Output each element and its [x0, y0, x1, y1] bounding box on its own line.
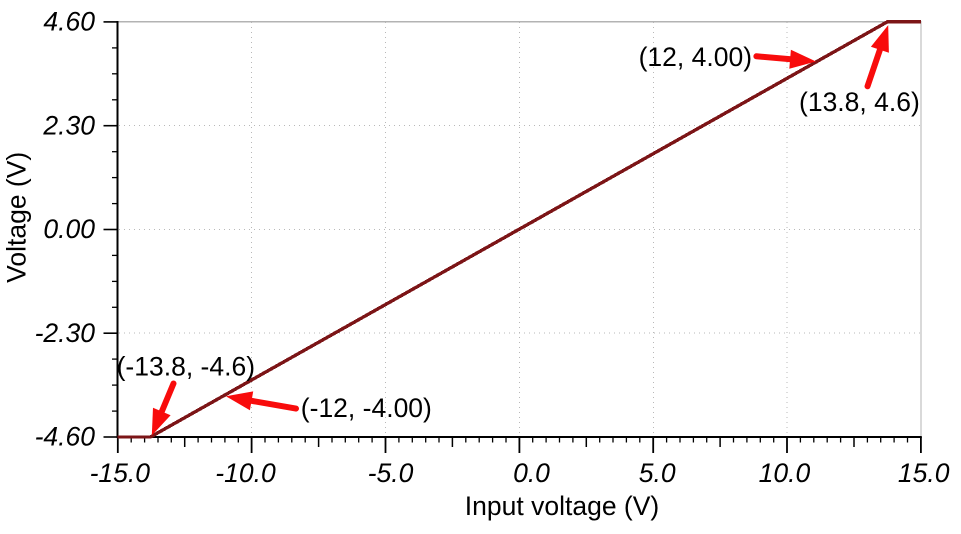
svg-text:10.0: 10.0: [759, 458, 811, 488]
svg-text:(12, 4.00): (12, 4.00): [639, 42, 752, 72]
svg-text:Voltage (V): Voltage (V): [2, 152, 32, 283]
svg-text:-2.30: -2.30: [35, 318, 96, 348]
svg-text:2.30: 2.30: [42, 110, 95, 140]
svg-text:Input voltage (V): Input voltage (V): [465, 491, 659, 521]
svg-text:-4.60: -4.60: [35, 422, 96, 452]
svg-text:(13.8, 4.6): (13.8, 4.6): [799, 87, 920, 117]
svg-text:(-12, -4.00): (-12, -4.00): [301, 393, 432, 423]
svg-text:-10.0: -10.0: [215, 458, 276, 488]
svg-text:0.00: 0.00: [43, 214, 95, 244]
svg-text:15.0: 15.0: [898, 458, 950, 488]
svg-text:(-13.8, -4.6): (-13.8, -4.6): [117, 351, 255, 381]
svg-text:4.60: 4.60: [43, 7, 95, 37]
svg-text:-5.0: -5.0: [368, 458, 414, 488]
svg-text:-15.0: -15.0: [90, 458, 151, 488]
svg-text:5.0: 5.0: [639, 458, 676, 488]
svg-text:0.0: 0.0: [513, 458, 550, 488]
